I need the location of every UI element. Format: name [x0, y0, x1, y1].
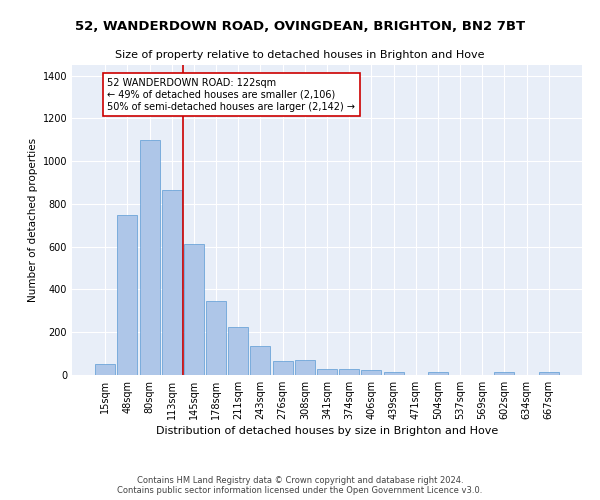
Bar	[295, 360, 315, 375]
Bar	[140, 140, 160, 375]
Bar	[272, 361, 293, 375]
Bar	[317, 368, 337, 375]
X-axis label: Distribution of detached houses by size in Brighton and Hove: Distribution of detached houses by size …	[156, 426, 498, 436]
Bar	[428, 372, 448, 375]
Text: Contains HM Land Registry data © Crown copyright and database right 2024.: Contains HM Land Registry data © Crown c…	[137, 476, 463, 485]
Bar	[361, 370, 382, 375]
Y-axis label: Number of detached properties: Number of detached properties	[28, 138, 38, 302]
Bar	[206, 301, 226, 375]
Bar	[228, 327, 248, 375]
Text: 52 WANDERDOWN ROAD: 122sqm
← 49% of detached houses are smaller (2,106)
50% of s: 52 WANDERDOWN ROAD: 122sqm ← 49% of deta…	[107, 78, 355, 112]
Text: Contains public sector information licensed under the Open Government Licence v3: Contains public sector information licen…	[118, 486, 482, 495]
Bar	[184, 244, 204, 375]
Bar	[339, 368, 359, 375]
Text: 52, WANDERDOWN ROAD, OVINGDEAN, BRIGHTON, BN2 7BT: 52, WANDERDOWN ROAD, OVINGDEAN, BRIGHTON…	[75, 20, 525, 33]
Bar	[383, 372, 404, 375]
Bar	[539, 372, 559, 375]
Bar	[494, 372, 514, 375]
Text: Size of property relative to detached houses in Brighton and Hove: Size of property relative to detached ho…	[115, 50, 485, 60]
Bar	[162, 190, 182, 375]
Bar	[250, 346, 271, 375]
Bar	[118, 214, 137, 375]
Bar	[95, 364, 115, 375]
